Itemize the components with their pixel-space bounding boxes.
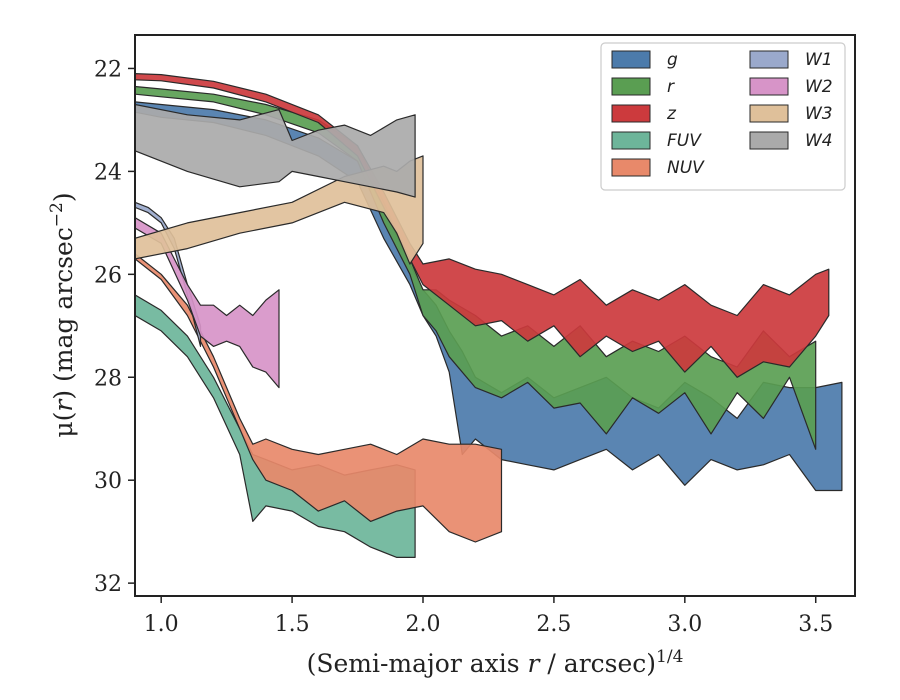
x-axis-label-var: r [528, 649, 542, 678]
x-tick-label: 1.0 [144, 612, 179, 637]
x-tick-label: 2.0 [406, 612, 441, 637]
x-tick-label: 3.0 [667, 612, 702, 637]
x-axis-label-unit: / arcsec) [539, 649, 656, 678]
plot-frame [134, 34, 856, 597]
x-axis-label: (Semi-major axis r / arcsec)1/4 [307, 647, 684, 678]
legend-label-g: g [667, 50, 678, 70]
y-tick-label: 32 [94, 572, 122, 597]
legend-label-z: z [666, 104, 677, 124]
series-band-r [135, 85, 817, 450]
legend-label-w1: W1 [805, 50, 833, 70]
legend-swatch-g [611, 50, 651, 69]
y-axis-label: μ(r) (mag arcsec−2) [47, 192, 78, 437]
y-axis-label-unit: ) (mag arcsec [49, 227, 78, 400]
x-tick-label: 1.5 [275, 612, 310, 637]
legend-swatch-z [611, 104, 651, 123]
series-band-z [135, 72, 830, 378]
legend-swatch-w1 [749, 50, 789, 69]
legend-label-fuv: FUV [667, 131, 702, 151]
legend-swatch-r [611, 77, 651, 96]
series-band-w4 [135, 103, 416, 198]
legend-label-r: r [667, 77, 675, 97]
y-tick-label: 22 [94, 57, 122, 82]
x-axis-label-sup: 1/4 [656, 647, 683, 667]
y-axis-label-main: μ( [49, 412, 78, 438]
x-axis: 1.0 1.5 2.0 2.5 3.0 3.5 [144, 596, 833, 637]
legend: grz FUV NUV W1 W2 W3 W4 [600, 42, 846, 191]
y-axis: 22 24 26 28 30 32 [94, 57, 135, 597]
legend-swatch-fuv [611, 131, 651, 150]
legend-label-w4: W4 [805, 131, 833, 151]
series-band-nuv [135, 253, 503, 543]
series-layer [135, 72, 843, 559]
x-tick-label: 3.5 [798, 612, 833, 637]
y-axis-label-close: ) [49, 192, 78, 202]
legend-swatch-w3 [749, 104, 789, 123]
y-axis-label-var: r [49, 398, 78, 412]
y-axis-label-sup: −2 [47, 202, 67, 227]
y-tick-label: 24 [94, 160, 122, 185]
y-tick-label: 28 [94, 366, 122, 391]
legend-swatch-w2 [749, 77, 789, 96]
y-tick-label: 30 [94, 469, 122, 494]
legend-label-nuv: NUV [667, 158, 705, 178]
legend-label-w2: W2 [805, 77, 833, 97]
legend-swatch-w4 [749, 131, 789, 150]
y-tick-label: 26 [94, 263, 122, 288]
legend-swatch-nuv [611, 158, 651, 177]
legend-label-w3: W3 [805, 104, 833, 124]
series-band-w2 [135, 217, 280, 389]
x-axis-label-main: (Semi-major axis [307, 649, 528, 678]
x-tick-label: 2.5 [536, 612, 571, 637]
